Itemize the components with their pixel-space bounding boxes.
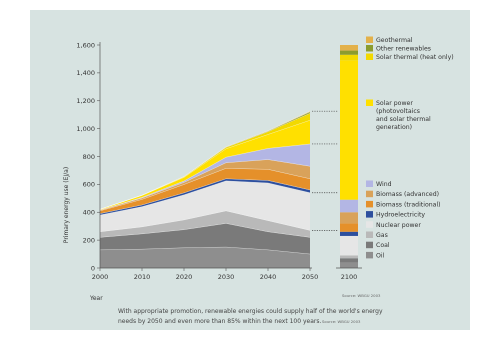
axes-layer: 0 200 400 600 800 1,000 1,200 1,400 1,600 2000 201… <box>76 41 362 281</box>
legend-top-0-swatch <box>366 36 373 43</box>
source-note: Source: WBGU 2003 <box>342 293 381 298</box>
chart-frame: 0 200 400 600 800 1,000 1,200 1,400 1,600 2000 201… <box>30 10 470 330</box>
area-nuclear-power <box>100 180 310 232</box>
legend-bottom-4-swatch <box>366 221 373 228</box>
area-solar-power-photovoltaics-and-solar-thermal-generation <box>100 120 310 211</box>
area-boundary <box>99 143 311 211</box>
bar-2100-hydroelectricity <box>340 231 358 236</box>
area-coal <box>100 223 310 255</box>
y-tick-label: 1,400 <box>76 69 95 77</box>
bar-2100-geothermal <box>340 45 358 51</box>
x-tick-label: 2050 <box>302 273 319 281</box>
area-biomass-traditional <box>100 168 310 214</box>
legend-solar-label: Solar power <box>376 100 413 107</box>
legend-bottom-7-label: Oil <box>376 252 385 259</box>
bar-2100-other-renewables <box>340 50 358 55</box>
caption-line-2: needs by 2050 and even more than 85% wit… <box>118 318 321 325</box>
bar-2100-solar-power-photovoltaics-and-solar-thermal-generation <box>340 60 358 200</box>
area-boundary <box>99 246 311 255</box>
bar-2100-nuclear-power <box>340 235 358 256</box>
plot-layer <box>99 45 358 268</box>
x-tick-label: 2000 <box>92 273 109 281</box>
y-tick-label: 1,600 <box>76 41 95 49</box>
x-tick-label: 2030 <box>218 273 235 281</box>
area-boundary <box>99 210 311 233</box>
legend-top-2-label: Solar thermal (heat only) <box>376 54 454 61</box>
legend-top-1-swatch <box>366 45 373 52</box>
y-tick-label: 800 <box>83 153 95 161</box>
y-tick-label: 600 <box>83 181 95 189</box>
legend-bottom-2-label: Biomass (traditional) <box>376 201 441 208</box>
x-tick-label-2100: 2100 <box>341 273 358 281</box>
bar-2100-solar-thermal-heat-only <box>340 54 358 61</box>
legend-bottom-5-label: Gas <box>376 232 388 239</box>
area-boundary <box>99 178 311 214</box>
area-solar-thermal-heat-only <box>100 113 310 210</box>
legend-solar-label: generation) <box>376 124 412 131</box>
area-boundary <box>99 159 311 211</box>
area-gas <box>100 210 310 238</box>
area-biomass-advanced <box>100 159 310 211</box>
y-tick-label: 1,200 <box>76 97 95 105</box>
legend-solar-label: (photovoltaics <box>376 108 420 115</box>
area-boundary <box>99 110 311 210</box>
legend-bottom-3-label: Hydroelectricity <box>376 212 425 219</box>
bar-2100-biomass-advanced <box>340 212 358 224</box>
legend-bottom-6-swatch <box>366 241 373 249</box>
legend-top-0-label: Geothermal <box>376 37 413 44</box>
y-tick-label: 0 <box>91 264 95 272</box>
legend-bottom-0-swatch <box>366 180 373 187</box>
legend-bottom-4-label: Nuclear power <box>376 222 421 229</box>
bar-2100-coal <box>340 258 358 263</box>
x-tick-label: 2040 <box>260 273 277 281</box>
y-axis-label: Primary energy use (EJ/a) <box>63 167 70 243</box>
legend-bottom-6-label: Coal <box>376 242 390 249</box>
area-oil <box>100 247 310 268</box>
legend-bottom-3-swatch <box>366 211 373 218</box>
area-wind <box>100 143 310 211</box>
area-boundary <box>99 223 311 238</box>
caption-line-1: With appropriate promotion, renewable en… <box>118 308 383 315</box>
y-tick-label: 1,000 <box>76 125 95 133</box>
legend-top-2-swatch <box>366 53 373 60</box>
legend-solar-label: and solar thermal <box>376 116 431 123</box>
legend-bottom-7-swatch <box>366 251 373 259</box>
caption-source: Source: WBGU 2003 <box>322 319 361 324</box>
area-boundary <box>99 168 311 212</box>
y-tick-label: 400 <box>83 209 95 217</box>
legend-solar-swatch <box>366 99 373 106</box>
bar-2100-wind <box>340 199 358 213</box>
legend-bottom-1-swatch <box>366 190 373 198</box>
legend-bottom-5-swatch <box>366 231 373 238</box>
legend-bottom-1-label: Biomass (advanced) <box>376 191 439 198</box>
legend-bottom-0-label: Wind <box>376 181 392 188</box>
bar-2100-gas <box>340 255 358 259</box>
y-tick-label: 200 <box>83 236 95 244</box>
bar-2100-oil <box>340 262 358 268</box>
area-boundary <box>99 180 311 216</box>
energy-area-chart: 0 200 400 600 800 1,000 1,200 1,400 1,600 2000 201… <box>63 36 454 325</box>
x-axis-label: Year <box>89 295 103 302</box>
x-tick-label: 2010 <box>134 273 151 281</box>
legend-top-1-label: Other renewables <box>376 46 431 53</box>
bar-2100-biomass-traditional <box>340 223 358 232</box>
x-tick-label: 2020 <box>176 273 193 281</box>
legend-bottom-2-swatch <box>366 200 373 208</box>
